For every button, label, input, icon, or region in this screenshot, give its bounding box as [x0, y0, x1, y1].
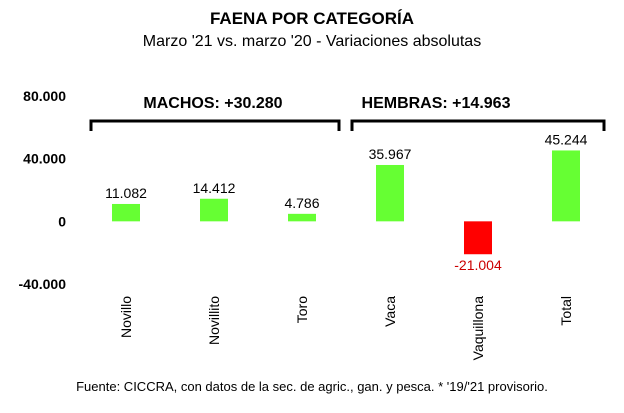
group-bracket	[89, 119, 341, 131]
category-label: Vaquillona	[470, 296, 486, 361]
y-tick-label: 0	[58, 213, 66, 229]
chart-title: FAENA POR CATEGORÍA	[209, 9, 414, 28]
category-label: Novillito	[206, 296, 222, 345]
data-label: 11.082	[105, 185, 147, 201]
category-label: Vaca	[382, 296, 398, 327]
group-label: MACHOS: +30.280	[143, 95, 282, 112]
source-note: Fuente: CICCRA, con datos de la sec. de …	[76, 379, 548, 394]
bar	[200, 198, 228, 222]
group-label: HEMBRAS: +14.963	[362, 95, 511, 112]
bar	[288, 213, 316, 222]
category-label: Novillo	[118, 296, 134, 338]
category-label: Total	[558, 296, 574, 326]
data-label: 35.967	[369, 146, 412, 162]
bar	[376, 164, 404, 222]
bar	[464, 221, 492, 255]
chart-subtitle: Marzo '21 vs. marzo '20 - Variaciones ab…	[142, 33, 482, 50]
y-tick-label: 80.000	[23, 88, 66, 104]
y-tick-label: -40.000	[19, 276, 67, 292]
category-label: Toro	[294, 296, 310, 323]
y-tick-label: 40.000	[23, 151, 66, 167]
bar	[112, 203, 140, 222]
data-label: -21.004	[454, 257, 502, 273]
data-label: 4.786	[284, 195, 319, 211]
group-bracket	[350, 119, 606, 131]
data-label: 14.412	[193, 180, 236, 196]
bar	[552, 150, 580, 222]
data-label: 45.244	[545, 131, 588, 147]
